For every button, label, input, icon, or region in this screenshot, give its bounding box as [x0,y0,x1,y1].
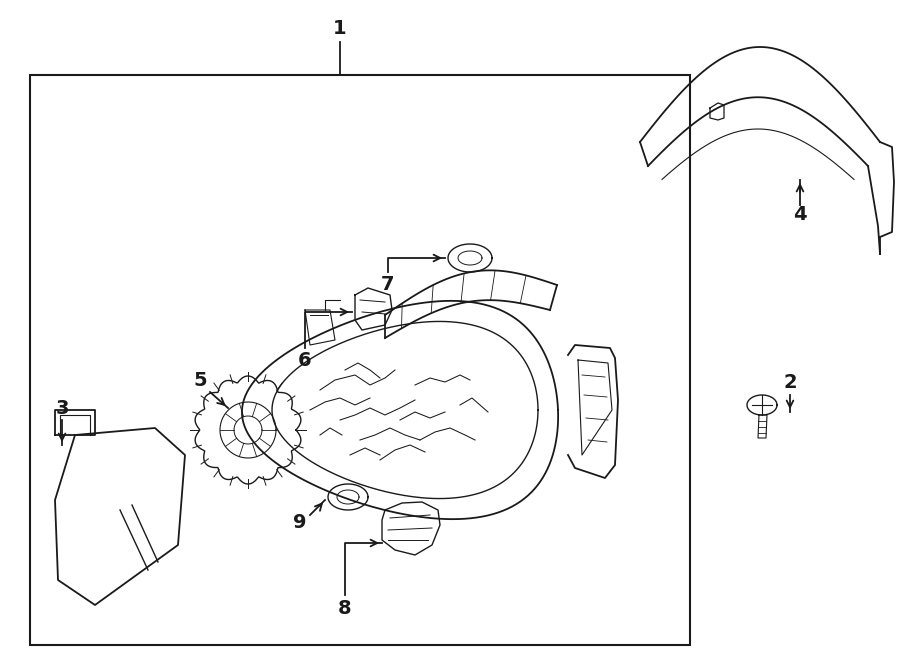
Text: 7: 7 [382,275,395,293]
Text: 5: 5 [194,371,207,389]
Bar [30,75,690,645]
Text: 1: 1 [333,19,346,38]
Text: 6: 6 [298,350,311,369]
Text: 9: 9 [293,512,307,532]
Text: 4: 4 [793,205,806,224]
Text: 3: 3 [55,399,68,418]
Text: 8: 8 [338,598,352,618]
Text: 2: 2 [783,373,796,391]
